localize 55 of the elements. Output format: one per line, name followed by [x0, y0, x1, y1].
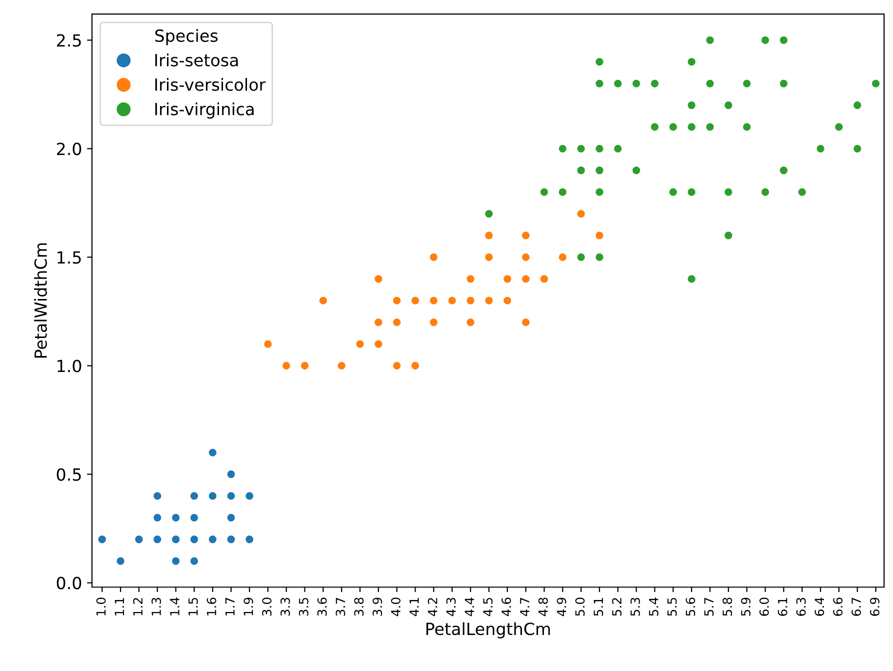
x-tick-label: 6.4 [814, 598, 824, 616]
x-tick-label: 4.3 [446, 598, 456, 616]
x-tick-label: 6.9 [870, 598, 880, 616]
y-tick-label: 1.5 [58, 251, 81, 264]
x-tick-label: 5.1 [594, 598, 604, 616]
x-tick-label: 5.8 [722, 598, 732, 616]
x-tick-label: 3.5 [298, 598, 308, 616]
x-tick-label: 5.4 [649, 598, 658, 616]
x-tick-label: 1.5 [188, 598, 198, 616]
y-tick-label: 1.0 [58, 360, 82, 372]
x-tick-label: 3.8 [354, 598, 364, 616]
x-tick-label: 5.0 [575, 598, 585, 616]
x-tick-label: 5.3 [630, 598, 640, 616]
y-tick-label: 2.0 [56, 142, 82, 156]
x-tick-label: 4.5 [483, 598, 493, 616]
x-tick-label: 6.1 [778, 598, 788, 616]
x-tick-label: 6.3 [796, 598, 806, 616]
x-tick-label: 1.7 [225, 598, 235, 616]
x-tick-label: 6.7 [852, 598, 861, 616]
x-tick-label: 4.7 [520, 598, 530, 616]
x-tick-label: 4.1 [410, 598, 419, 616]
x-tick-label: 3.7 [336, 598, 346, 616]
x-tick-label: 3.6 [317, 598, 327, 616]
legend-title: Species [155, 29, 218, 46]
x-tick-label: 1.6 [206, 598, 216, 616]
legend-label: Iris-virginica [155, 102, 254, 119]
legend-label: Iris-versicolor [155, 78, 266, 91]
x-tick-label: 4.2 [428, 598, 438, 616]
x-tick-label: 4.6 [502, 598, 511, 616]
x-tick-label: 4.9 [556, 598, 566, 616]
x-tick-label: 6.0 [759, 598, 769, 616]
x-tick-label: 1.4 [170, 598, 180, 616]
x-tick-label: 4.8 [538, 598, 548, 616]
x-tick-label: 5.6 [686, 598, 696, 616]
x-tick-label: 1.2 [133, 598, 142, 616]
x-tick-label: 5.5 [667, 598, 677, 616]
x-tick-label: 3.3 [280, 598, 290, 616]
x-tick-label: 1.0 [96, 598, 106, 616]
x-tick-label: 5.9 [741, 598, 750, 616]
x-tick-label: 4.0 [391, 598, 400, 616]
x-tick-label: 4.4 [464, 598, 474, 616]
x-tick-label: 5.7 [704, 598, 714, 616]
y-tick-label: 0.0 [56, 576, 82, 590]
legend-label: Iris-setosa [155, 54, 238, 66]
x-tick-label: 3.0 [262, 598, 272, 616]
x-tick-label: 6.6 [833, 598, 843, 616]
x-tick-label: 5.2 [612, 598, 622, 616]
x-tick-label: 1.1 [114, 598, 124, 616]
x-tick-label: 1.3 [152, 598, 161, 616]
x-tick-label: 3.9 [372, 598, 382, 616]
x-axis-title: PetalLengthCm [426, 622, 550, 638]
y-axis-title: PetalWidthCm [34, 243, 47, 358]
x-tick-label: 1.9 [244, 598, 254, 616]
y-tick-label: 0.5 [56, 468, 81, 481]
y-tick-label: 2.5 [56, 34, 81, 47]
